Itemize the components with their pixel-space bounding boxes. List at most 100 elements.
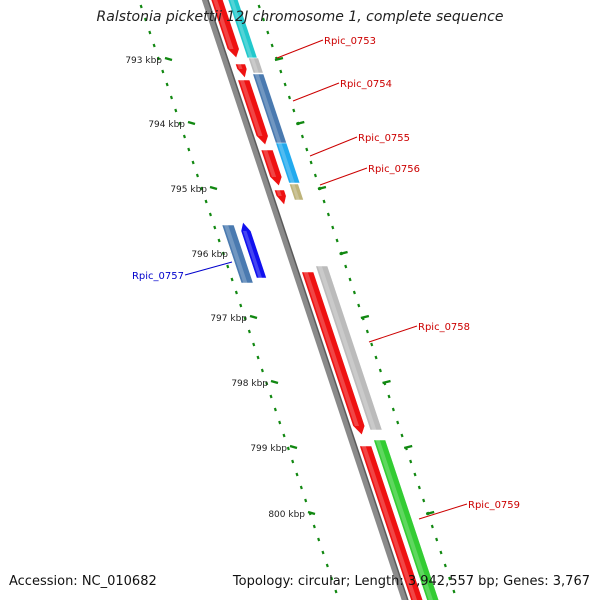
gene-leader-line xyxy=(319,167,368,186)
gene-label[interactable]: Rpic_0753 xyxy=(324,36,376,47)
scale-label: 799 kbp xyxy=(250,444,287,454)
scale-ticks xyxy=(139,4,456,594)
scale-minor-tick xyxy=(169,95,174,100)
cds-rpic-0758-highlight xyxy=(303,272,360,426)
scale-minor-tick xyxy=(352,290,356,295)
scale-minor-tick xyxy=(247,329,251,334)
scale-minor-tick xyxy=(273,407,277,412)
scale-minor-tick xyxy=(331,225,335,230)
scale-minor-tick xyxy=(299,485,303,490)
cog-rpic-0754-highlight xyxy=(254,74,283,145)
gene-leader-line xyxy=(276,39,324,59)
scale-minor-tick xyxy=(234,290,238,295)
cds-rpic-0753-highlight xyxy=(237,64,243,69)
scale-minor-tick xyxy=(304,498,308,503)
scale-minor-tick xyxy=(286,446,290,451)
scale-minor-tick xyxy=(396,420,400,425)
scale-major-tick xyxy=(382,379,391,385)
scale-minor-tick xyxy=(378,368,382,373)
gene-label[interactable]: Rpic_0759 xyxy=(468,500,520,511)
scale-minor-tick xyxy=(148,30,152,35)
scale-major-tick xyxy=(164,56,173,62)
cds-rpic-0757[interactable] xyxy=(240,221,267,279)
scale-minor-tick xyxy=(305,147,309,152)
scale-minor-tick xyxy=(200,186,204,191)
cds-rpic-0759[interactable] xyxy=(359,445,427,600)
cog-rpic-0758[interactable] xyxy=(315,265,383,431)
scale-minor-tick xyxy=(221,251,225,256)
cds-rpic-0752[interactable] xyxy=(204,0,240,59)
cog-rpic-0755-highlight xyxy=(277,143,295,183)
scale-minor-tick xyxy=(182,134,186,139)
scale-minor-tick xyxy=(344,264,348,269)
scale-label: 793 kbp xyxy=(125,56,162,66)
scale-minor-tick xyxy=(270,43,274,48)
cog-rpic-0757[interactable] xyxy=(221,224,254,284)
cog-rpic-0759[interactable] xyxy=(373,439,446,600)
label-leader-lines xyxy=(184,39,468,520)
scale-minor-tick xyxy=(435,537,439,542)
scale-major-tick xyxy=(339,250,348,256)
cds-rpic-0754[interactable] xyxy=(237,79,269,146)
scale-minor-tick xyxy=(439,550,443,555)
scale-minor-tick xyxy=(266,30,270,35)
gene-leader-line xyxy=(184,261,233,276)
scale-minor-tick xyxy=(295,472,299,477)
accession-text: Accession: NC_010682 xyxy=(9,574,157,589)
gene-label[interactable]: Rpic_0756 xyxy=(368,164,420,175)
cog-rpic-0756-highlight xyxy=(291,184,300,200)
cog-rpic-0753[interactable] xyxy=(247,57,264,74)
scale-minor-tick xyxy=(195,173,199,178)
backbone-line xyxy=(201,0,408,600)
scale-minor-tick xyxy=(283,82,287,87)
gene-label[interactable]: Rpic_0755 xyxy=(358,133,410,144)
scale-minor-tick xyxy=(265,381,269,386)
scale-minor-tick xyxy=(261,17,266,22)
cog-rpic-0752-highlight xyxy=(229,0,253,58)
scale-major-tick xyxy=(360,314,370,320)
cds-rpic-0758[interactable] xyxy=(301,271,366,436)
scale-minor-tick xyxy=(322,199,326,204)
scale-minor-tick xyxy=(178,121,182,126)
scale-minor-tick xyxy=(374,355,378,360)
cds-rpic-0752-highlight xyxy=(212,0,234,49)
scale-minor-tick xyxy=(312,524,316,529)
scale-minor-tick xyxy=(357,303,361,308)
cog-rpic-0755[interactable] xyxy=(275,142,301,184)
scale-minor-tick xyxy=(243,316,247,321)
scale-minor-tick xyxy=(300,134,304,139)
cds-rpic-0755[interactable] xyxy=(260,149,283,187)
cog-rpic-0756[interactable] xyxy=(288,183,305,201)
scale-minor-tick xyxy=(370,342,374,347)
scale-minor-tick xyxy=(260,368,264,373)
scale-minor-tick xyxy=(292,108,296,113)
scale-major-tick xyxy=(307,510,316,516)
gene-label[interactable]: Rpic_0754 xyxy=(340,79,392,90)
scale-major-tick xyxy=(187,120,196,126)
cds-rpic-0753[interactable] xyxy=(234,63,248,79)
scale-minor-tick xyxy=(317,537,321,542)
gene-label[interactable]: Rpic_0757 xyxy=(132,271,184,282)
cog-rpic-0759-highlight xyxy=(375,440,434,600)
scale-minor-tick xyxy=(252,342,256,347)
scale-label: 800 kbp xyxy=(268,510,305,520)
gene-label[interactable]: Rpic_0758 xyxy=(418,322,470,333)
scale-minor-tick xyxy=(321,550,325,555)
scale-major-tick xyxy=(296,120,305,126)
scale-major-tick xyxy=(289,444,298,450)
scale-minor-tick xyxy=(309,160,313,165)
scale-label: 794 kbp xyxy=(148,120,185,130)
map-title: Ralstonia pickettii 12J chromosome 1, co… xyxy=(96,9,504,25)
cds-rpic-0756[interactable] xyxy=(273,189,287,206)
cog-rpic-0753-highlight xyxy=(250,58,259,73)
scale-major-tick xyxy=(317,185,327,191)
scale-minor-tick xyxy=(208,212,212,217)
scale-minor-tick xyxy=(287,95,292,100)
chromosome-backbone xyxy=(201,0,409,600)
backbone-shadow xyxy=(207,0,409,600)
cds-rpic-0754-highlight xyxy=(239,80,263,136)
scale-minor-tick xyxy=(387,394,391,399)
scale-minor-tick xyxy=(334,589,338,594)
scale-minor-tick xyxy=(230,277,234,282)
